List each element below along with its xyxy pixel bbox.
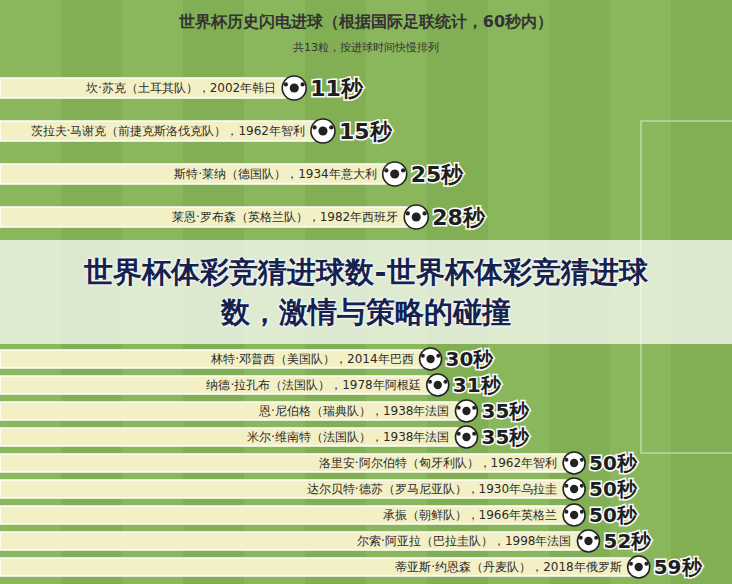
svg-text:茨拉夫·马谢克（前捷克斯洛伐克队），1962年智利: 茨拉夫·马谢克（前捷克斯洛伐克队），1962年智利: [31, 124, 305, 138]
svg-text:25秒: 25秒: [411, 162, 465, 187]
svg-text:莱恩·罗布森（英格兰队），1982年西班牙: 莱恩·罗布森（英格兰队），1982年西班牙: [172, 210, 398, 224]
svg-text:承振（朝鲜队），1966年英格兰: 承振（朝鲜队），1966年英格兰: [383, 508, 558, 522]
svg-text:纳德·拉孔布（法国队），1978年阿根廷: 纳德·拉孔布（法国队），1978年阿根廷: [206, 378, 420, 392]
svg-text:35秒: 35秒: [481, 399, 530, 423]
svg-text:28秒: 28秒: [432, 205, 486, 230]
svg-text:50秒: 50秒: [589, 503, 638, 527]
svg-text:恩·尼伯格（瑞典队），1938年法国: 恩·尼伯格（瑞典队），1938年法国: [258, 404, 449, 418]
svg-text:斯特·莱纳（德国队），1934年意大利: 斯特·莱纳（德国队），1934年意大利: [174, 167, 376, 181]
html-text:世界杯体彩竞猜进球数-世界杯体彩竞猜进球数，激情与策略的碰撞: 世界杯体彩竞猜进球数-世界杯体彩竞猜进球数，激情与策略的碰撞: [84, 255, 648, 329]
svg-text:坎·苏克（土耳其队），2002年韩日: 坎·苏克（土耳其队），2002年韩日: [85, 81, 276, 95]
svg-text:15秒: 15秒: [339, 119, 393, 144]
svg-text:35秒: 35秒: [481, 425, 530, 449]
svg-text:50秒: 50秒: [589, 477, 638, 501]
svg-text:31秒: 31秒: [453, 373, 502, 397]
svg-text:蒂亚斯·约恩森（丹麦队），2018年俄罗斯: 蒂亚斯·约恩森（丹麦队），2018年俄罗斯: [395, 560, 621, 574]
svg-text:达尔贝特·德苏（罗马尼亚队），1930年乌拉圭: 达尔贝特·德苏（罗马尼亚队），1930年乌拉圭: [307, 482, 557, 496]
svg-text:米尔·维南特（法国队），1938年法国: 米尔·维南特（法国队），1938年法国: [247, 430, 449, 444]
svg-text:52秒: 52秒: [603, 529, 652, 553]
svg-text:林特·邓普西（美国队），2014年巴西: 林特·邓普西（美国队），2014年巴西: [210, 352, 413, 366]
svg-text:50秒: 50秒: [589, 451, 638, 475]
html-text:共13粒，按进球时间快慢排列: 共13粒，按进球时间快慢排列: [293, 41, 439, 54]
svg-text:30秒: 30秒: [446, 347, 495, 371]
html-text:世界杯历史闪电进球（根据国际足联统计，60秒内）: 世界杯历史闪电进球（根据国际足联统计，60秒内）: [178, 12, 554, 31]
svg-text:洛里安·阿尔伯特（匈牙利队），1962年智利: 洛里安·阿尔伯特（匈牙利队），1962年智利: [319, 456, 557, 470]
svg-text:59秒: 59秒: [654, 555, 703, 579]
svg-text:尔索·阿亚拉（巴拉圭队），1998年法国: 尔索·阿亚拉（巴拉圭队），1998年法国: [357, 534, 571, 548]
svg-text:11秒: 11秒: [310, 76, 364, 101]
